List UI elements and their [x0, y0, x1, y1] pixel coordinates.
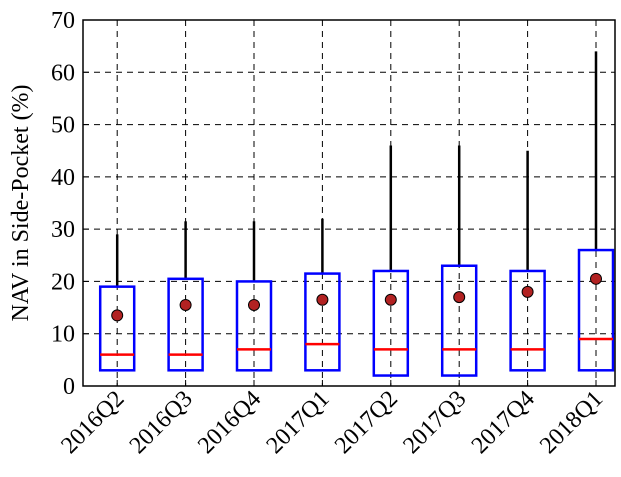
y-tick-label: 60: [51, 60, 75, 86]
mean-marker: [316, 293, 329, 306]
box: [167, 277, 204, 372]
box: [509, 269, 546, 372]
mean-marker: [179, 298, 192, 311]
box: [304, 272, 341, 372]
x-tick-label: 2017Q3: [398, 386, 471, 459]
mean-marker: [248, 298, 260, 311]
box: [440, 264, 478, 377]
mean-marker: [590, 272, 602, 285]
y-tick-label: 0: [63, 374, 75, 400]
y-tick-label: 20: [51, 269, 75, 295]
y-tick-label: 30: [51, 217, 75, 243]
x-tick-label: 2017Q2: [330, 386, 403, 459]
x-tick-label: 2017Q4: [467, 386, 540, 459]
mean-marker: [384, 293, 397, 306]
x-tick-label: 2016Q3: [125, 386, 198, 459]
box: [577, 248, 615, 372]
mean-marker: [111, 309, 124, 322]
box: [98, 285, 136, 372]
y-tick-label: 40: [51, 165, 75, 191]
y-tick-label: 10: [51, 322, 75, 348]
x-tick-label: 2018Q1: [535, 386, 608, 459]
mean-marker: [453, 291, 466, 304]
y-tick-label: 70: [51, 8, 75, 34]
mean-marker: [521, 285, 534, 298]
y-axis-label: NAV in Side-Pocket (%): [8, 84, 34, 321]
x-tick-label: 2016Q4: [193, 386, 266, 459]
y-tick-label: 50: [51, 113, 75, 139]
box: [372, 269, 410, 377]
box: [235, 280, 273, 372]
x-tick-label: 2017Q1: [262, 386, 335, 459]
plot-frame: [82, 19, 616, 387]
